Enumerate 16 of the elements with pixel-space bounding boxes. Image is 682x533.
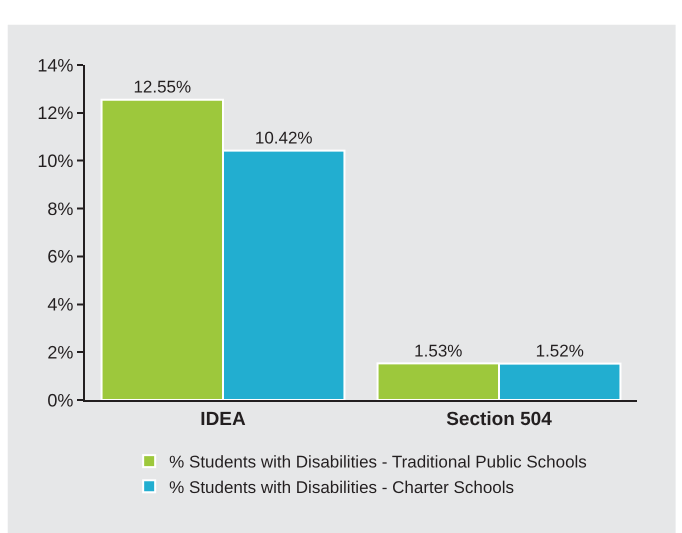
legend-label: % Students with Disabilities - Charter Schools (169, 478, 514, 497)
legend-label: % Students with Disabilities - Traditional Public Schools (169, 452, 587, 472)
y-tick-label: 14% (37, 55, 74, 76)
y-tick-label: 12% (37, 103, 74, 124)
y-tick-label: 0% (47, 390, 74, 410)
data-label: 1.52% (536, 342, 584, 361)
y-tick-label: 10% (37, 151, 74, 172)
y-tick-label: 2% (47, 342, 74, 362)
x-tick-label: IDEA (200, 408, 246, 430)
y-tick-label: 8% (47, 198, 74, 219)
y-tick-label: 4% (47, 294, 74, 315)
data-label: 12.55% (133, 78, 192, 97)
data-label: 10.42% (254, 128, 313, 148)
x-tick-label: Section 504 (446, 408, 552, 430)
data-label: 1.53% (414, 341, 462, 360)
y-tick-label: 6% (47, 246, 74, 267)
